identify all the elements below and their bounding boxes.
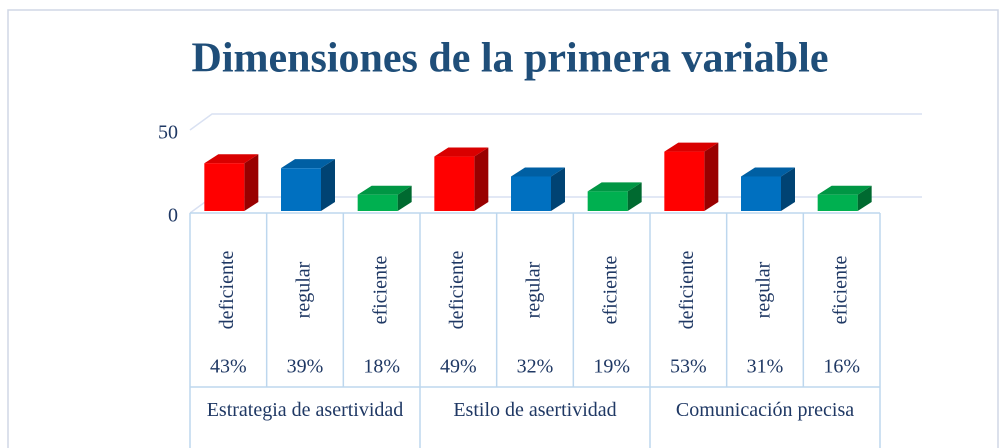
y-tick-label: 0 <box>168 205 178 227</box>
percent-label: 16% <box>823 356 860 378</box>
bar <box>434 147 489 211</box>
x-tick-label: eficiente <box>369 255 391 324</box>
bar-side <box>321 159 335 211</box>
x-tick-label: regular <box>293 261 315 318</box>
bar-side <box>244 154 259 211</box>
bar-front <box>664 151 705 211</box>
bar <box>817 185 872 211</box>
grid-line <box>189 113 922 131</box>
group-label-box: Comunicación precisa <box>675 399 855 421</box>
group-label: Estrategia de asertividad <box>206 399 404 421</box>
bar-front <box>357 194 398 211</box>
chart-title: Dimensiones de la primera variable <box>192 36 829 82</box>
bar <box>664 142 719 211</box>
bar-top <box>817 185 872 195</box>
group-label: Comunicación precisa <box>675 399 855 421</box>
bar-front <box>204 163 245 211</box>
x-tick-label: deficiente <box>676 250 698 329</box>
bar-top <box>511 167 565 177</box>
percent-label: 39% <box>287 356 324 378</box>
bar <box>511 167 565 211</box>
bar-side <box>781 167 795 211</box>
percent-label: 32% <box>517 356 554 378</box>
chart-frame <box>7 9 999 448</box>
bar-side <box>704 142 719 211</box>
percent-label: 19% <box>593 356 630 378</box>
bar-top <box>664 142 719 152</box>
x-tick-label: regular <box>753 261 775 318</box>
y-tick-label: 50 <box>158 122 178 144</box>
group-label: Estilo de asertividad <box>453 399 617 421</box>
bar-side <box>551 167 565 211</box>
bar-front <box>281 168 321 211</box>
bar <box>587 182 642 211</box>
bar-front <box>434 156 475 211</box>
bar <box>741 167 795 211</box>
bar <box>204 154 259 211</box>
percent-label: 53% <box>670 356 707 378</box>
x-tick-label: deficiente <box>446 250 468 329</box>
bar-top <box>587 182 642 192</box>
bar-front <box>587 191 628 211</box>
bar-top <box>357 185 412 195</box>
bar-front <box>511 176 551 211</box>
bar <box>281 159 335 211</box>
x-tick-label: deficiente <box>216 250 238 329</box>
bar-top <box>741 167 795 177</box>
percent-label: 18% <box>363 356 400 378</box>
bar-top <box>281 159 335 169</box>
bar-side <box>627 182 642 211</box>
x-tick-label: eficiente <box>599 255 621 324</box>
bar-top <box>204 154 259 164</box>
percent-label: 49% <box>440 356 477 378</box>
percent-label: 43% <box>210 356 247 378</box>
x-tick-label: regular <box>523 261 545 318</box>
bar-top <box>434 147 489 157</box>
group-label-box: Estrategia de asertividad <box>206 399 404 421</box>
group-label-box: Estilo de asertividad <box>453 399 617 421</box>
bar-front <box>741 176 781 211</box>
bar-side <box>857 185 872 211</box>
bar <box>357 185 412 211</box>
percent-label: 31% <box>747 356 784 378</box>
bar-front <box>817 194 858 211</box>
bar-side <box>397 185 412 211</box>
bar-side <box>474 147 489 211</box>
x-tick-label: eficiente <box>829 255 851 324</box>
